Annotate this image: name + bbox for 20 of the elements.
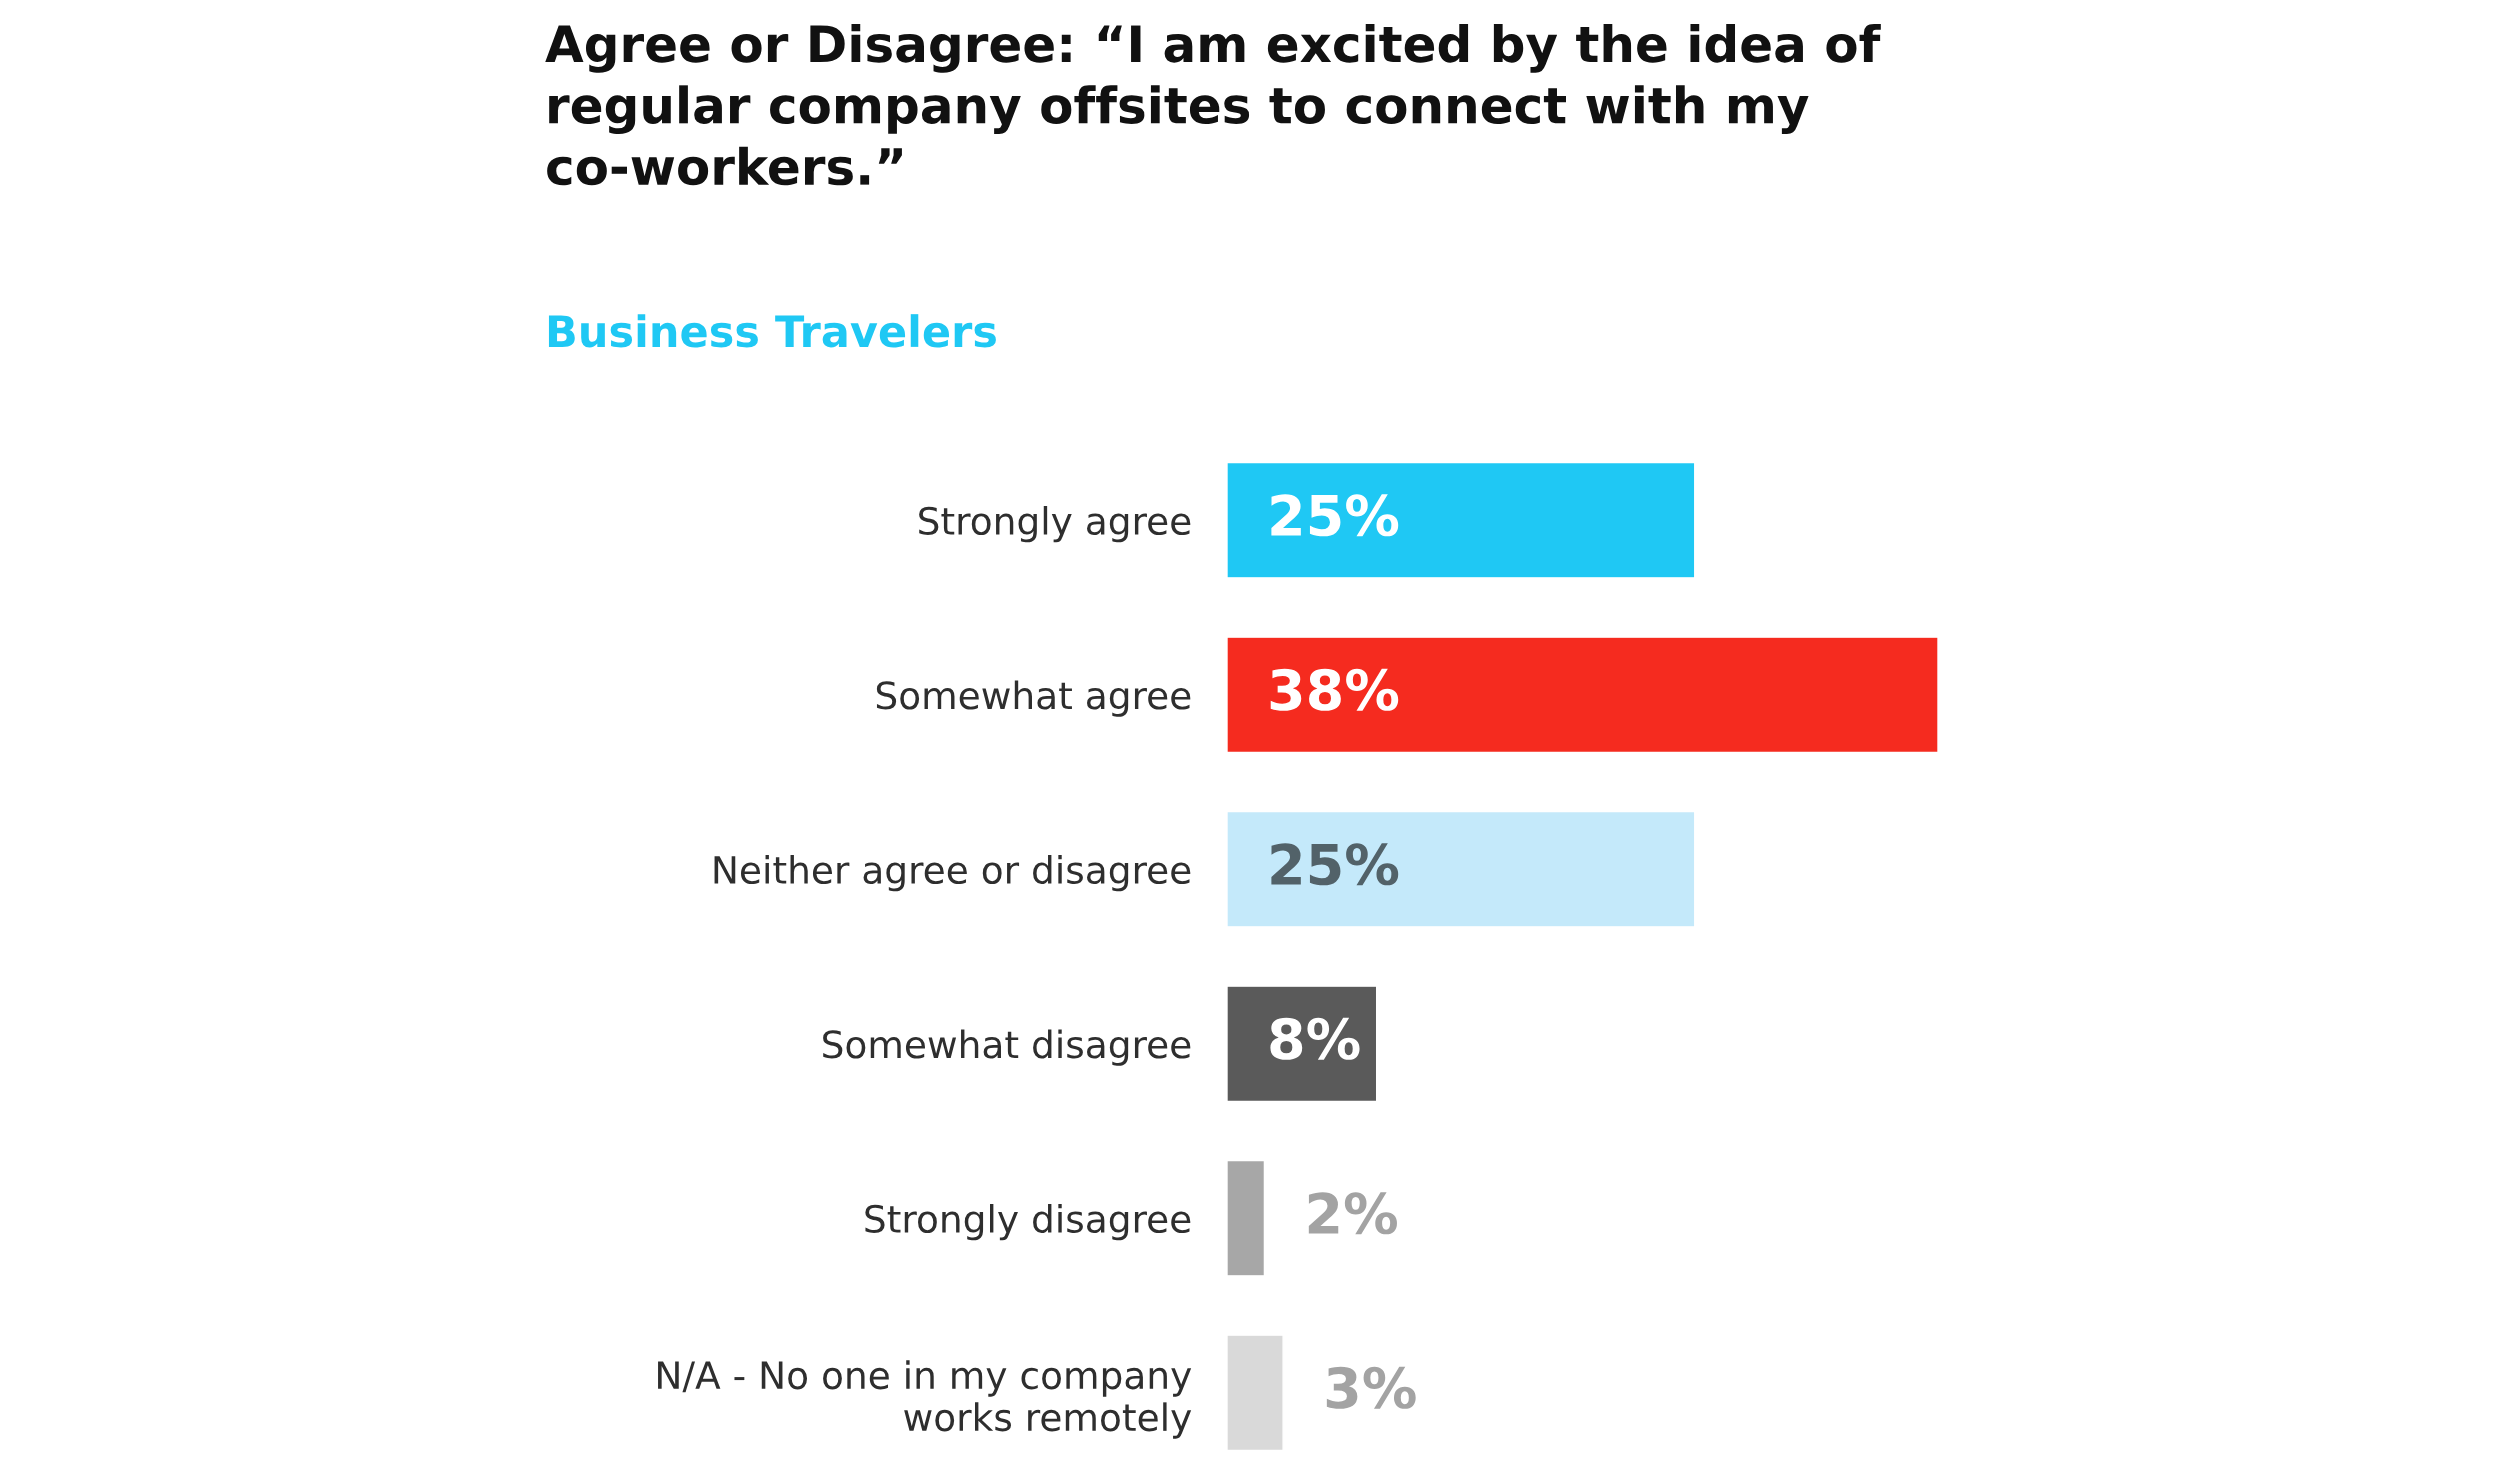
chart-title: Agree or Disagree: “I am excited by the idea of regular company offsites to connect with my co-workers.” xyxy=(545,24,1881,186)
data-label: 3% xyxy=(1326,1366,1416,1409)
bar xyxy=(1227,461,1696,579)
y-tick-label: Strongly disagree xyxy=(865,1204,1191,1241)
text: Business Travelers xyxy=(548,314,996,348)
bar xyxy=(1227,985,1378,1103)
y-tick-label: Somewhat disagree xyxy=(823,1029,1191,1066)
bar xyxy=(1227,810,1696,928)
data-label: 8% xyxy=(1270,1017,1360,1060)
data-label: 25% xyxy=(1271,494,1399,537)
bar xyxy=(1227,636,1938,754)
data-label: 38% xyxy=(1270,668,1399,711)
y-tick-label: Strongly agree xyxy=(919,506,1191,543)
data-label: 25% xyxy=(1271,843,1399,886)
bar xyxy=(1227,1334,1284,1452)
y-tick-label: N/A - No one in my company works remotely xyxy=(658,1360,1192,1439)
y-tick-label: Neither agree or disagree xyxy=(714,855,1191,892)
data-label: 2% xyxy=(1308,1192,1397,1235)
bar xyxy=(1227,1159,1266,1277)
y-tick-label: Somewhat agree xyxy=(876,680,1191,717)
